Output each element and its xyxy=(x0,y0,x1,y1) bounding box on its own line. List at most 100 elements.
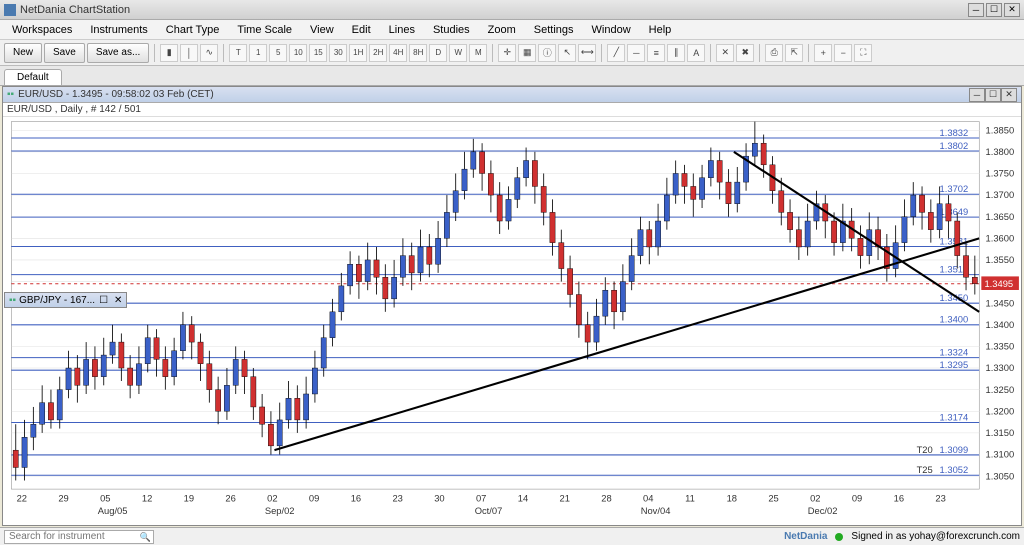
delete-icon[interactable]: ✕ xyxy=(716,44,734,62)
timescale-15-button[interactable]: 15 xyxy=(309,44,327,62)
chart-area[interactable]: 1.30501.31001.31501.32001.32501.33001.33… xyxy=(3,117,1021,525)
menu-workspaces[interactable]: Workspaces xyxy=(4,22,80,38)
chart-title: EUR/USD - 1.3495 - 09:58:02 03 Feb (CET) xyxy=(18,89,969,100)
channel-icon[interactable]: ∥ xyxy=(667,44,685,62)
chart-maximize-button[interactable]: ☐ xyxy=(985,88,1001,102)
float-tab-gbpjpy[interactable]: ▪▪ GBP/JPY - 167... ☐ ✕ xyxy=(4,292,127,308)
svg-text:Nov/04: Nov/04 xyxy=(641,505,671,516)
connection-status-icon xyxy=(835,533,843,541)
save-button[interactable]: Save xyxy=(44,43,85,63)
menu-chart-type[interactable]: Chart Type xyxy=(158,22,228,38)
app-title: NetDania ChartStation xyxy=(20,4,968,16)
chart-info: EUR/USD , Daily , # 142 / 501 xyxy=(3,103,1021,117)
fit-icon[interactable]: ⛶ xyxy=(854,44,872,62)
cursor-icon[interactable]: ↖ xyxy=(558,44,576,62)
text-icon[interactable]: A xyxy=(687,44,705,62)
svg-text:12: 12 xyxy=(142,493,152,504)
timescale-5-button[interactable]: 5 xyxy=(269,44,287,62)
timescale-8H-button[interactable]: 8H xyxy=(409,44,427,62)
menu-settings[interactable]: Settings xyxy=(526,22,582,38)
line-icon[interactable]: ∿ xyxy=(200,44,218,62)
bar-icon[interactable]: │ xyxy=(180,44,198,62)
svg-text:05: 05 xyxy=(100,493,110,504)
svg-text:1.3350: 1.3350 xyxy=(986,341,1015,352)
svg-text:1.3200: 1.3200 xyxy=(986,405,1015,416)
close-button[interactable]: ✕ xyxy=(1004,3,1020,17)
fib-icon[interactable]: ≡ xyxy=(647,44,665,62)
zoomout-icon[interactable]: − xyxy=(834,44,852,62)
statusbar: 🔍 NetDania Signed in as yohay@forexcrunc… xyxy=(0,527,1024,545)
hline-icon[interactable]: ─ xyxy=(627,44,645,62)
chart-close-button[interactable]: ✕ xyxy=(1001,88,1017,102)
search-icon: 🔍 xyxy=(140,532,151,543)
svg-text:1.3400: 1.3400 xyxy=(940,314,969,325)
maximize-button[interactable]: ☐ xyxy=(986,3,1002,17)
menu-zoom[interactable]: Zoom xyxy=(480,22,524,38)
svg-text:1.3832: 1.3832 xyxy=(940,127,969,138)
svg-text:1.3150: 1.3150 xyxy=(986,427,1015,438)
svg-text:28: 28 xyxy=(601,493,611,504)
svg-text:1.3100: 1.3100 xyxy=(986,449,1015,460)
menu-studies[interactable]: Studies xyxy=(425,22,478,38)
svg-text:16: 16 xyxy=(894,493,904,504)
timescale-1-button[interactable]: 1 xyxy=(249,44,267,62)
timescale-1H-button[interactable]: 1H xyxy=(349,44,367,62)
timescale-W-button[interactable]: W xyxy=(449,44,467,62)
workspace-tab[interactable]: Default xyxy=(4,69,62,85)
svg-text:02: 02 xyxy=(810,493,820,504)
timescale-30-button[interactable]: 30 xyxy=(329,44,347,62)
svg-text:09: 09 xyxy=(852,493,862,504)
chart-minimize-button[interactable]: ─ xyxy=(969,88,985,102)
candle-icon[interactable]: ▮ xyxy=(160,44,178,62)
app-icon xyxy=(4,4,16,16)
crosshair-icon[interactable]: ✛ xyxy=(498,44,516,62)
menu-view[interactable]: View xyxy=(302,22,342,38)
grid-icon[interactable]: ▦ xyxy=(518,44,536,62)
timescale-10-button[interactable]: 10 xyxy=(289,44,307,62)
measure-icon[interactable]: ⟷ xyxy=(578,44,596,62)
menu-edit[interactable]: Edit xyxy=(344,22,379,38)
timescale-2H-button[interactable]: 2H xyxy=(369,44,387,62)
svg-text:1.3650: 1.3650 xyxy=(986,211,1015,222)
menu-help[interactable]: Help xyxy=(641,22,680,38)
svg-text:Sep/02: Sep/02 xyxy=(265,505,295,516)
print-icon[interactable]: ⎙ xyxy=(765,44,783,62)
signin-label: Signed in as yohay@forexcrunch.com xyxy=(851,531,1020,542)
menu-time-scale[interactable]: Time Scale xyxy=(229,22,300,38)
toolbar: NewSaveSave as...▮│∿T151015301H2H4H8HDWM… xyxy=(0,40,1024,66)
svg-text:19: 19 xyxy=(184,493,194,504)
svg-text:1.3099: 1.3099 xyxy=(940,444,969,455)
menu-instruments[interactable]: Instruments xyxy=(82,22,155,38)
timescale-4H-button[interactable]: 4H xyxy=(389,44,407,62)
svg-text:1.3450: 1.3450 xyxy=(986,297,1015,308)
svg-text:14: 14 xyxy=(518,493,528,504)
svg-text:1.3700: 1.3700 xyxy=(986,189,1015,200)
timescale-D-button[interactable]: D xyxy=(429,44,447,62)
float-tab-close-icon[interactable]: ✕ xyxy=(114,295,122,306)
svg-text:09: 09 xyxy=(309,493,319,504)
new-button[interactable]: New xyxy=(4,43,42,63)
menu-lines[interactable]: Lines xyxy=(381,22,423,38)
chart-svg[interactable]: 1.30501.31001.31501.32001.32501.33001.33… xyxy=(3,117,1021,525)
minimize-button[interactable]: ─ xyxy=(968,3,984,17)
zoomin-icon[interactable]: + xyxy=(814,44,832,62)
svg-text:26: 26 xyxy=(225,493,235,504)
svg-text:1.3802: 1.3802 xyxy=(940,140,969,151)
menu-window[interactable]: Window xyxy=(584,22,639,38)
trendline-icon[interactable]: ╱ xyxy=(607,44,625,62)
svg-text:1.3750: 1.3750 xyxy=(986,168,1015,179)
timescale-T-button[interactable]: T xyxy=(229,44,247,62)
svg-text:1.3495: 1.3495 xyxy=(984,278,1013,289)
save-as--button[interactable]: Save as... xyxy=(87,43,149,63)
export-icon[interactable]: ⇱ xyxy=(785,44,803,62)
chart-titlebar: ▪▪ EUR/USD - 1.3495 - 09:58:02 03 Feb (C… xyxy=(3,87,1021,103)
float-tab-restore-icon[interactable]: ☐ xyxy=(99,295,108,306)
info-icon[interactable]: ⓘ xyxy=(538,44,556,62)
search-input[interactable] xyxy=(4,530,154,544)
svg-text:1.3295: 1.3295 xyxy=(940,359,969,370)
delete-all-icon[interactable]: ✖ xyxy=(736,44,754,62)
timescale-M-button[interactable]: M xyxy=(469,44,487,62)
svg-text:1.3702: 1.3702 xyxy=(940,183,969,194)
svg-text:1.3250: 1.3250 xyxy=(986,384,1015,395)
svg-text:1.3174: 1.3174 xyxy=(940,411,969,422)
